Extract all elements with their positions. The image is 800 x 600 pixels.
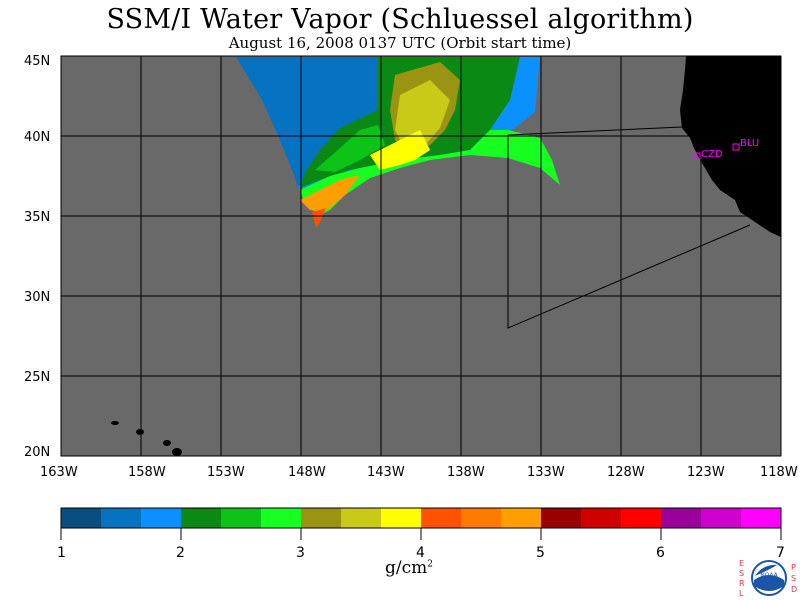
north-america-landmass	[680, 56, 781, 237]
colorbar-tick-label: 5	[536, 545, 545, 561]
lat-label: 45N	[24, 54, 50, 69]
map-subtitle: August 16, 2008 0137 UTC (Orbit start ti…	[228, 34, 572, 52]
station-marker-czd	[693, 152, 701, 160]
lon-label: 133W	[527, 465, 565, 480]
colorbar-tick-label: 7	[776, 545, 785, 561]
map-grid	[61, 56, 781, 456]
colorbar-swatch	[581, 508, 622, 528]
colorbar-swatch	[421, 508, 462, 528]
colorbar-swatch	[541, 508, 582, 528]
swath-red-orange-region	[312, 208, 326, 228]
colorbar-swatch	[101, 508, 142, 528]
lat-label: 30N	[24, 290, 50, 305]
hawaiian-islands	[111, 421, 182, 456]
units-text: g/cm	[385, 558, 428, 578]
lon-label: 163W	[40, 465, 78, 480]
station-markers: CZD BLU	[693, 138, 759, 160]
lon-label: 148W	[288, 465, 326, 480]
colorbar: 1 2 3 4 5 6 7	[57, 507, 785, 561]
colorbar-tick-label: 3	[296, 545, 305, 561]
logo-center-text: NOAA	[760, 572, 778, 579]
colorbar-swatch	[221, 508, 262, 528]
lon-label: 118W	[760, 465, 798, 480]
lat-label: 35N	[24, 210, 50, 225]
colorbar-swatches	[61, 508, 782, 528]
station-label-czd: CZD	[701, 149, 723, 160]
lon-label: 128W	[607, 465, 645, 480]
colorbar-units: g/cm2	[385, 558, 433, 578]
island	[163, 440, 171, 446]
colorbar-swatch	[701, 508, 742, 528]
colorbar-tick-label: 2	[176, 545, 185, 561]
swath-low-vapor-region	[236, 57, 378, 187]
lon-label: 153W	[207, 465, 245, 480]
logo-letter: D	[791, 585, 797, 594]
lat-label: 20N	[24, 445, 50, 460]
colorbar-tick-label: 4	[416, 545, 425, 561]
colorbar-ticks	[60, 528, 782, 540]
station-label-blu: BLU	[740, 138, 759, 149]
lon-label: 123W	[687, 465, 725, 480]
colorbar-swatch	[661, 508, 702, 528]
colorbar-swatch	[181, 508, 222, 528]
logo-letter: S	[739, 569, 744, 578]
lat-label: 40N	[24, 130, 50, 145]
island	[111, 421, 119, 425]
colorbar-swatch	[741, 508, 782, 528]
island	[136, 429, 144, 435]
units-superscript: 2	[427, 559, 433, 570]
colorbar-swatch	[381, 508, 422, 528]
lon-label: 143W	[367, 465, 405, 480]
logo-letter: P	[791, 563, 796, 572]
logo-letter: S	[791, 574, 796, 583]
colorbar-swatch	[301, 508, 342, 528]
swath-bright-green-region	[300, 130, 560, 215]
colorbar-swatch	[341, 508, 382, 528]
lat-label: 25N	[24, 370, 50, 385]
swath-yellow-green-region	[395, 80, 450, 150]
water-vapor-swath	[236, 57, 560, 228]
region-boundary	[507, 126, 751, 329]
swath-light-green-bands	[315, 125, 385, 172]
colorbar-tick-label: 1	[57, 545, 66, 561]
logo-letter: L	[739, 589, 744, 598]
logo-letter: E	[739, 559, 744, 568]
lon-label: 138W	[447, 465, 485, 480]
noaa-esrl-psd-logo: E S R L NOAA P S D	[739, 559, 797, 598]
colorbar-swatch	[501, 508, 542, 528]
colorbar-swatch	[141, 508, 182, 528]
map-title: SSM/I Water Vapor (Schluessel algorithm)	[106, 4, 694, 35]
lon-label: 158W	[128, 465, 166, 480]
colorbar-swatch	[461, 508, 502, 528]
station-marker-blu	[732, 143, 740, 151]
colorbar-tick-label: 6	[656, 545, 665, 561]
colorbar-swatch	[261, 508, 302, 528]
latitude-labels: 45N 40N 35N 30N 25N 20N	[24, 54, 50, 460]
colorbar-swatch	[621, 508, 662, 528]
swath-yellow-region	[370, 130, 430, 170]
longitude-labels: 163W 158W 153W 148W 143W 138W 133W 128W …	[40, 465, 798, 480]
swath-orange-region	[300, 175, 360, 212]
island	[172, 448, 182, 456]
logo-letter: R	[739, 579, 745, 588]
colorbar-swatch	[61, 508, 102, 528]
